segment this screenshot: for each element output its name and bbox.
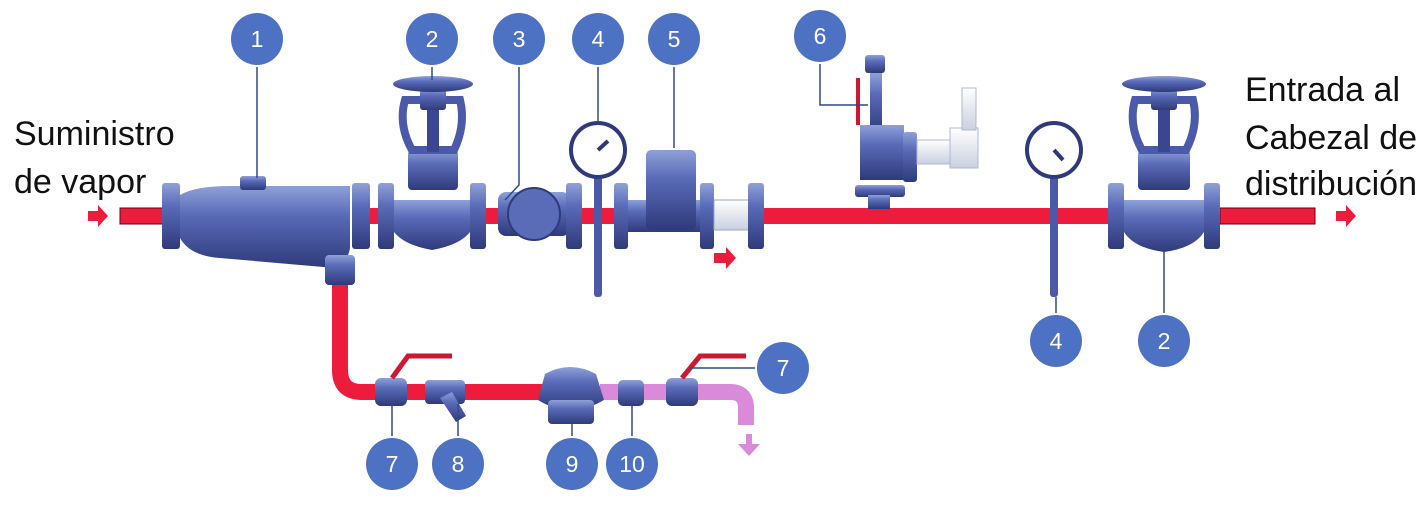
callout-2: 2 bbox=[406, 13, 458, 65]
safety-valve bbox=[855, 55, 979, 209]
flow-arrows bbox=[88, 205, 1356, 269]
sight-glass bbox=[618, 380, 644, 406]
drain-arrow-icon bbox=[738, 434, 760, 456]
callout-2: 2 bbox=[1138, 315, 1190, 367]
ball-valve-left bbox=[375, 353, 452, 406]
outlet-arrow-icon bbox=[1336, 205, 1356, 227]
reducing-valve bbox=[614, 150, 764, 249]
steam-trap bbox=[538, 367, 604, 424]
callout-4: 4 bbox=[1030, 315, 1082, 367]
callout-10: 10 bbox=[606, 438, 658, 490]
ball-valve-right bbox=[666, 353, 746, 406]
inlet-arrow-icon bbox=[88, 205, 108, 227]
callout-8: 8 bbox=[432, 438, 484, 490]
steam-separator bbox=[162, 176, 370, 285]
callout-leaders bbox=[256, 62, 1165, 438]
pressure-gauge-left bbox=[569, 121, 627, 297]
callout-9: 9 bbox=[546, 438, 598, 490]
outlet-label-line1: Entrada al bbox=[1245, 71, 1400, 109]
pressure-gauge-right bbox=[1025, 121, 1083, 297]
inlet-label-line1: Suministro bbox=[14, 115, 175, 153]
inlet-label-line2: de vapor bbox=[14, 163, 147, 201]
callout-3: 3 bbox=[493, 13, 545, 65]
callout-4: 4 bbox=[572, 13, 624, 65]
drain-line bbox=[332, 280, 754, 425]
strainer bbox=[498, 183, 582, 249]
y-strainer bbox=[425, 380, 466, 422]
outlet-label-line2: Cabezal de bbox=[1245, 119, 1418, 157]
outlet-label-line3: distribución bbox=[1245, 165, 1417, 203]
callout-1: 1 bbox=[231, 13, 283, 65]
callout-7: 7 bbox=[366, 438, 418, 490]
flow-arrow-icon bbox=[714, 247, 736, 269]
callout-5: 5 bbox=[648, 13, 700, 65]
globe-valve-right bbox=[1108, 76, 1220, 252]
globe-valve-left bbox=[378, 76, 486, 250]
callout-7: 7 bbox=[757, 342, 809, 394]
callout-6: 6 bbox=[794, 10, 846, 62]
